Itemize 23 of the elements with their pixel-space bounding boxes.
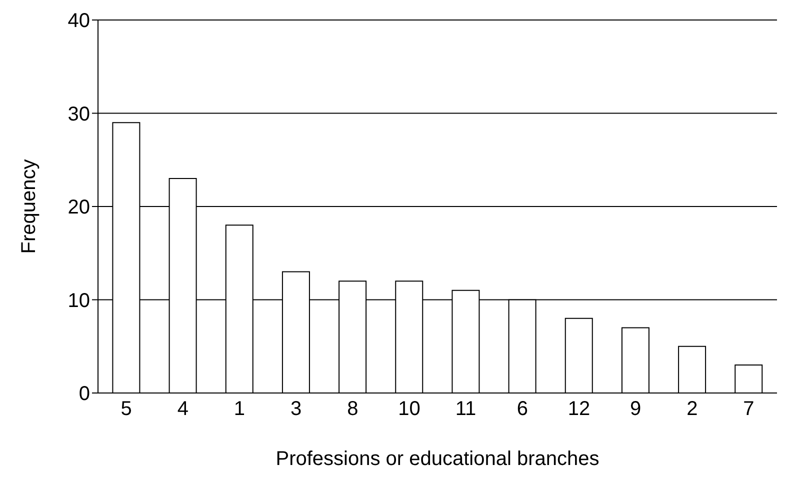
bar — [564, 318, 593, 393]
x-tick-label: 3 — [290, 398, 302, 420]
bar — [621, 327, 650, 393]
y-tick-label: 10 — [68, 290, 90, 312]
y-tick-label: 20 — [68, 196, 90, 219]
x-tick-label: 7 — [743, 398, 754, 420]
y-tick-label: 0 — [78, 383, 90, 406]
x-tick-label: 12 — [568, 398, 590, 420]
x-tick-label: 1 — [234, 398, 246, 420]
x-axis-title: Professions or educational branches — [276, 448, 600, 470]
y-tick-label: 30 — [68, 103, 90, 126]
y-tick-label: 40 — [68, 10, 90, 32]
bar — [734, 364, 763, 393]
x-tick-label: 8 — [347, 398, 358, 420]
x-tick-label: 10 — [398, 398, 420, 420]
x-tick-label: 5 — [120, 398, 132, 420]
x-tick-label: 9 — [630, 398, 642, 420]
y-axis-title: Frequency — [18, 159, 40, 254]
x-tick-label: 2 — [686, 398, 698, 420]
x-tick-label: 11 — [455, 398, 476, 420]
x-tick-label: 4 — [177, 398, 188, 420]
x-tick-label: 6 — [516, 398, 528, 420]
bar — [678, 346, 706, 393]
